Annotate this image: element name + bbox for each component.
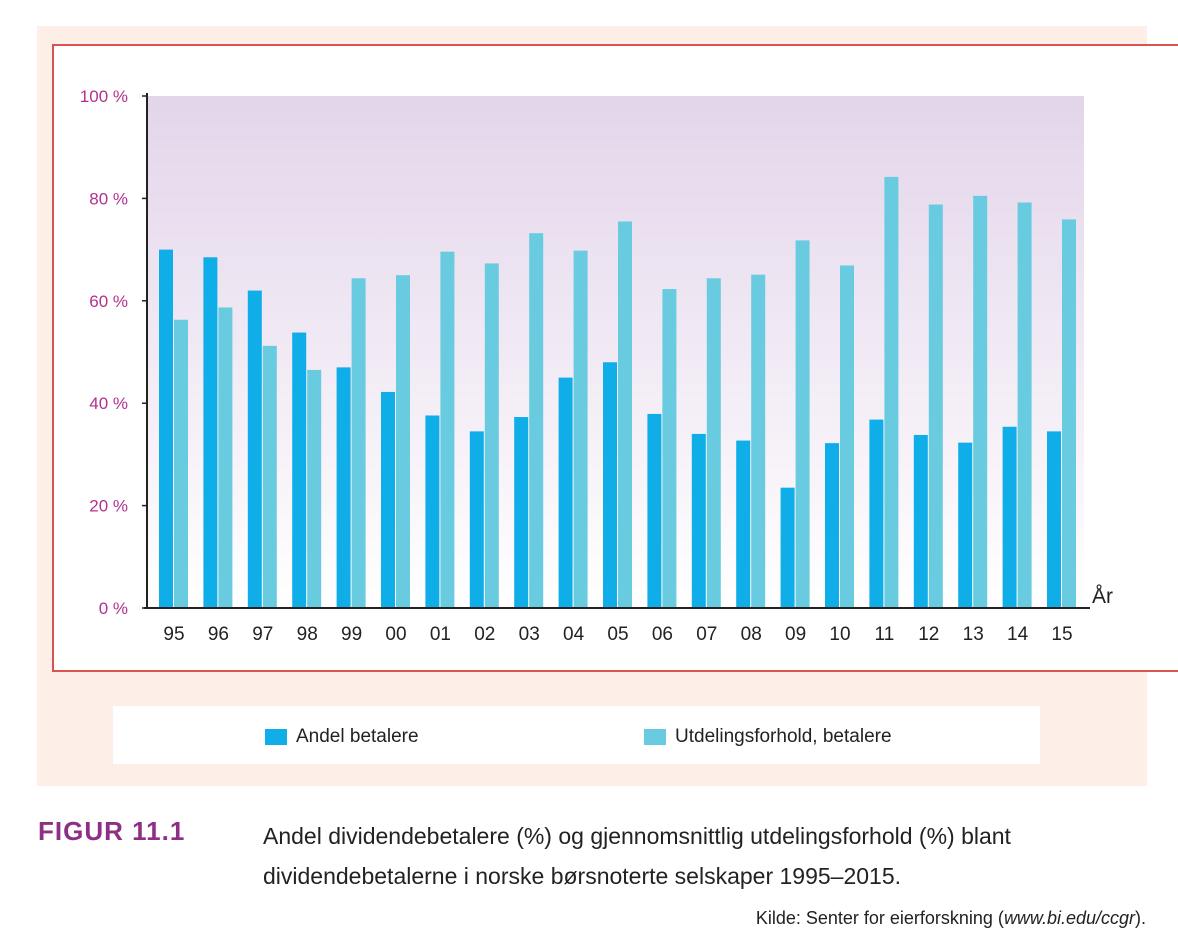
x-tick-label: 08 [741, 624, 762, 645]
bar-series-2-95 [174, 319, 188, 608]
legend-label-series-1: Andel betalere [296, 726, 419, 747]
bar-series-1-95 [159, 249, 173, 608]
x-tick-label: 09 [785, 624, 806, 645]
x-tick-label: 05 [607, 624, 628, 645]
bar-series-1-03 [514, 417, 529, 608]
legend-swatch-series-2 [644, 729, 666, 745]
y-ticks: 0 % 20 % 40 % 60 % 80 % 100 % [80, 87, 147, 618]
bar-series-1-15 [1047, 431, 1061, 608]
bar-series-2-12 [928, 204, 943, 608]
bar-series-1-12 [913, 434, 928, 608]
legend-item-series-2: Utdelingsforhold, betalere [644, 726, 892, 748]
legend-swatch-series-1 [265, 729, 287, 745]
bar-series-1-09 [780, 487, 795, 608]
bar-series-1-14 [1002, 426, 1017, 608]
source-prefix: Kilde: Senter for eierforskning ( [755, 908, 1004, 928]
legend-item-series-1: Andel betalere [265, 726, 419, 748]
bar-series-2-96 [218, 307, 233, 608]
bar-series-2-07 [706, 278, 721, 608]
y-tick-label: 0 % [99, 599, 128, 618]
x-tick-label: 06 [652, 624, 673, 645]
y-tick-label: 60 % [89, 292, 128, 311]
x-axis-label: År [1092, 585, 1113, 608]
x-tick-label: 95 [163, 624, 184, 645]
y-tick-label: 20 % [89, 497, 128, 516]
x-tick-label: 98 [297, 624, 318, 645]
bar-series-1-99 [336, 367, 351, 608]
x-tick-label: 96 [208, 624, 229, 645]
source-url: www.bi.edu/ccgr [1003, 908, 1135, 928]
bar-series-1-13 [958, 442, 973, 608]
source-note: Kilde: Senter for eierforskning (www.bi.… [756, 908, 1146, 929]
x-tick-label: 99 [341, 624, 362, 645]
bar-series-1-06 [647, 413, 662, 608]
figure-caption: Andel dividendebetalere (%) og gjennomsn… [263, 823, 1011, 889]
bar-series-2-00 [396, 275, 410, 608]
bar-series-2-10 [840, 265, 854, 608]
bar-series-2-08 [751, 274, 766, 608]
bar-series-1-97 [247, 290, 262, 608]
x-tick-label: 07 [696, 624, 717, 645]
bar-series-1-96 [203, 257, 218, 608]
legend-label-series-2: Utdelingsforhold, betalere [675, 726, 892, 747]
source-suffix: ). [1135, 908, 1146, 928]
y-tick-label: 40 % [89, 394, 128, 413]
bar-series-2-05 [618, 221, 632, 608]
figure-label: FIGUR 11.1 [38, 816, 186, 846]
x-tick-label: 13 [963, 624, 984, 645]
bar-series-2-01 [440, 251, 455, 608]
bar-series-2-97 [262, 345, 277, 608]
bar-series-1-98 [292, 332, 307, 608]
bar-series-2-04 [573, 250, 588, 608]
bar-series-1-04 [558, 377, 573, 608]
x-tick-label: 97 [252, 624, 273, 645]
x-tick-label: 14 [1007, 624, 1029, 645]
bar-series-2-02 [484, 263, 499, 608]
bars-layer [159, 176, 1076, 608]
bar-series-1-01 [425, 415, 440, 608]
bar-series-1-05 [603, 362, 617, 608]
bar-series-1-11 [869, 419, 884, 608]
bar-series-2-14 [1017, 202, 1032, 608]
x-ticks: 95 96 97 98 99 00 01 02 03 04 05 06 07 08 09 10 11 12 13 14… [163, 624, 1072, 645]
x-tick-label: 11 [875, 624, 895, 645]
bar-series-2-06 [662, 289, 677, 608]
y-tick-label: 100 % [80, 87, 128, 106]
x-tick-label: 15 [1051, 624, 1072, 645]
y-tick-label: 80 % [89, 189, 128, 208]
bar-series-1-00 [381, 391, 395, 608]
bar-series-2-11 [884, 176, 899, 608]
x-tick-label: 00 [385, 624, 406, 645]
bar-series-2-99 [351, 278, 366, 608]
x-tick-label: 03 [519, 624, 540, 645]
x-tick-label: 04 [563, 624, 585, 645]
x-tick-label: 12 [918, 624, 939, 645]
bar-series-1-10 [825, 443, 839, 608]
bar-series-2-09 [795, 240, 810, 608]
legend: Andel betalere Utdelingsforhold, betaler… [113, 706, 1040, 764]
bar-series-2-03 [529, 233, 544, 608]
bar-series-2-13 [973, 195, 988, 608]
bar-series-1-07 [691, 433, 706, 608]
x-tick-label: 10 [829, 624, 850, 645]
bar-series-1-02 [469, 431, 484, 608]
bar-series-1-08 [736, 440, 751, 608]
bar-series-2-98 [307, 369, 322, 608]
x-tick-label: 02 [474, 624, 495, 645]
bar-series-2-15 [1062, 219, 1076, 608]
x-tick-label: 01 [430, 624, 451, 645]
